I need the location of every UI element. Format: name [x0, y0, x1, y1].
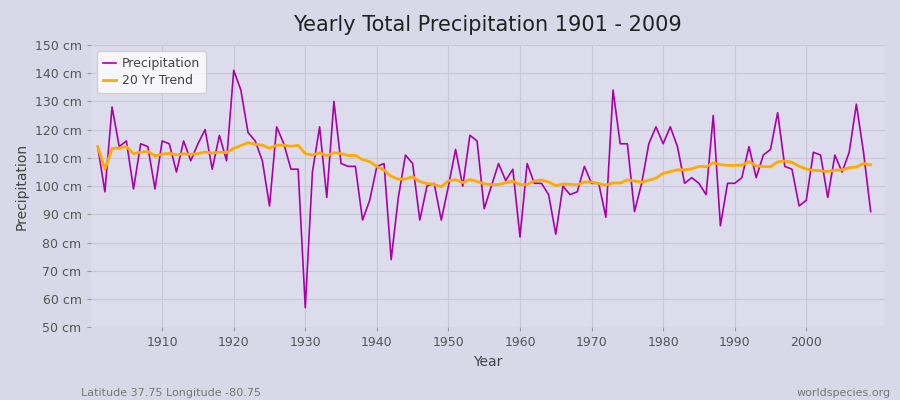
20 Yr Trend — [436, 184, 446, 189]
20 Yr Trend — [243, 140, 254, 145]
20 Yr Trend — [357, 157, 368, 162]
Line: Precipitation: Precipitation — [98, 70, 870, 308]
20 Yr Trend — [529, 178, 540, 183]
20 Yr Trend — [865, 162, 876, 167]
Precipitation — [615, 141, 626, 146]
X-axis label: Year: Year — [473, 355, 502, 369]
20 Yr Trend — [149, 153, 160, 158]
Title: Yearly Total Precipitation 1901 - 2009: Yearly Total Precipitation 1901 - 2009 — [293, 15, 682, 35]
20 Yr Trend — [615, 181, 626, 186]
Precipitation — [522, 161, 533, 166]
Legend: Precipitation, 20 Yr Trend: Precipitation, 20 Yr Trend — [97, 51, 206, 93]
Precipitation — [364, 198, 375, 203]
Text: Latitude 37.75 Longitude -80.75: Latitude 37.75 Longitude -80.75 — [81, 388, 261, 398]
Y-axis label: Precipitation: Precipitation — [15, 142, 29, 230]
20 Yr Trend — [522, 182, 533, 187]
20 Yr Trend — [93, 144, 104, 149]
Precipitation — [229, 68, 239, 73]
Line: 20 Yr Trend: 20 Yr Trend — [98, 143, 870, 187]
20 Yr Trend — [314, 150, 325, 155]
Precipitation — [865, 209, 876, 214]
Precipitation — [93, 144, 104, 149]
Precipitation — [149, 186, 160, 191]
Precipitation — [300, 305, 310, 310]
Text: worldspecies.org: worldspecies.org — [796, 388, 891, 398]
Precipitation — [321, 195, 332, 200]
Precipitation — [529, 181, 540, 186]
